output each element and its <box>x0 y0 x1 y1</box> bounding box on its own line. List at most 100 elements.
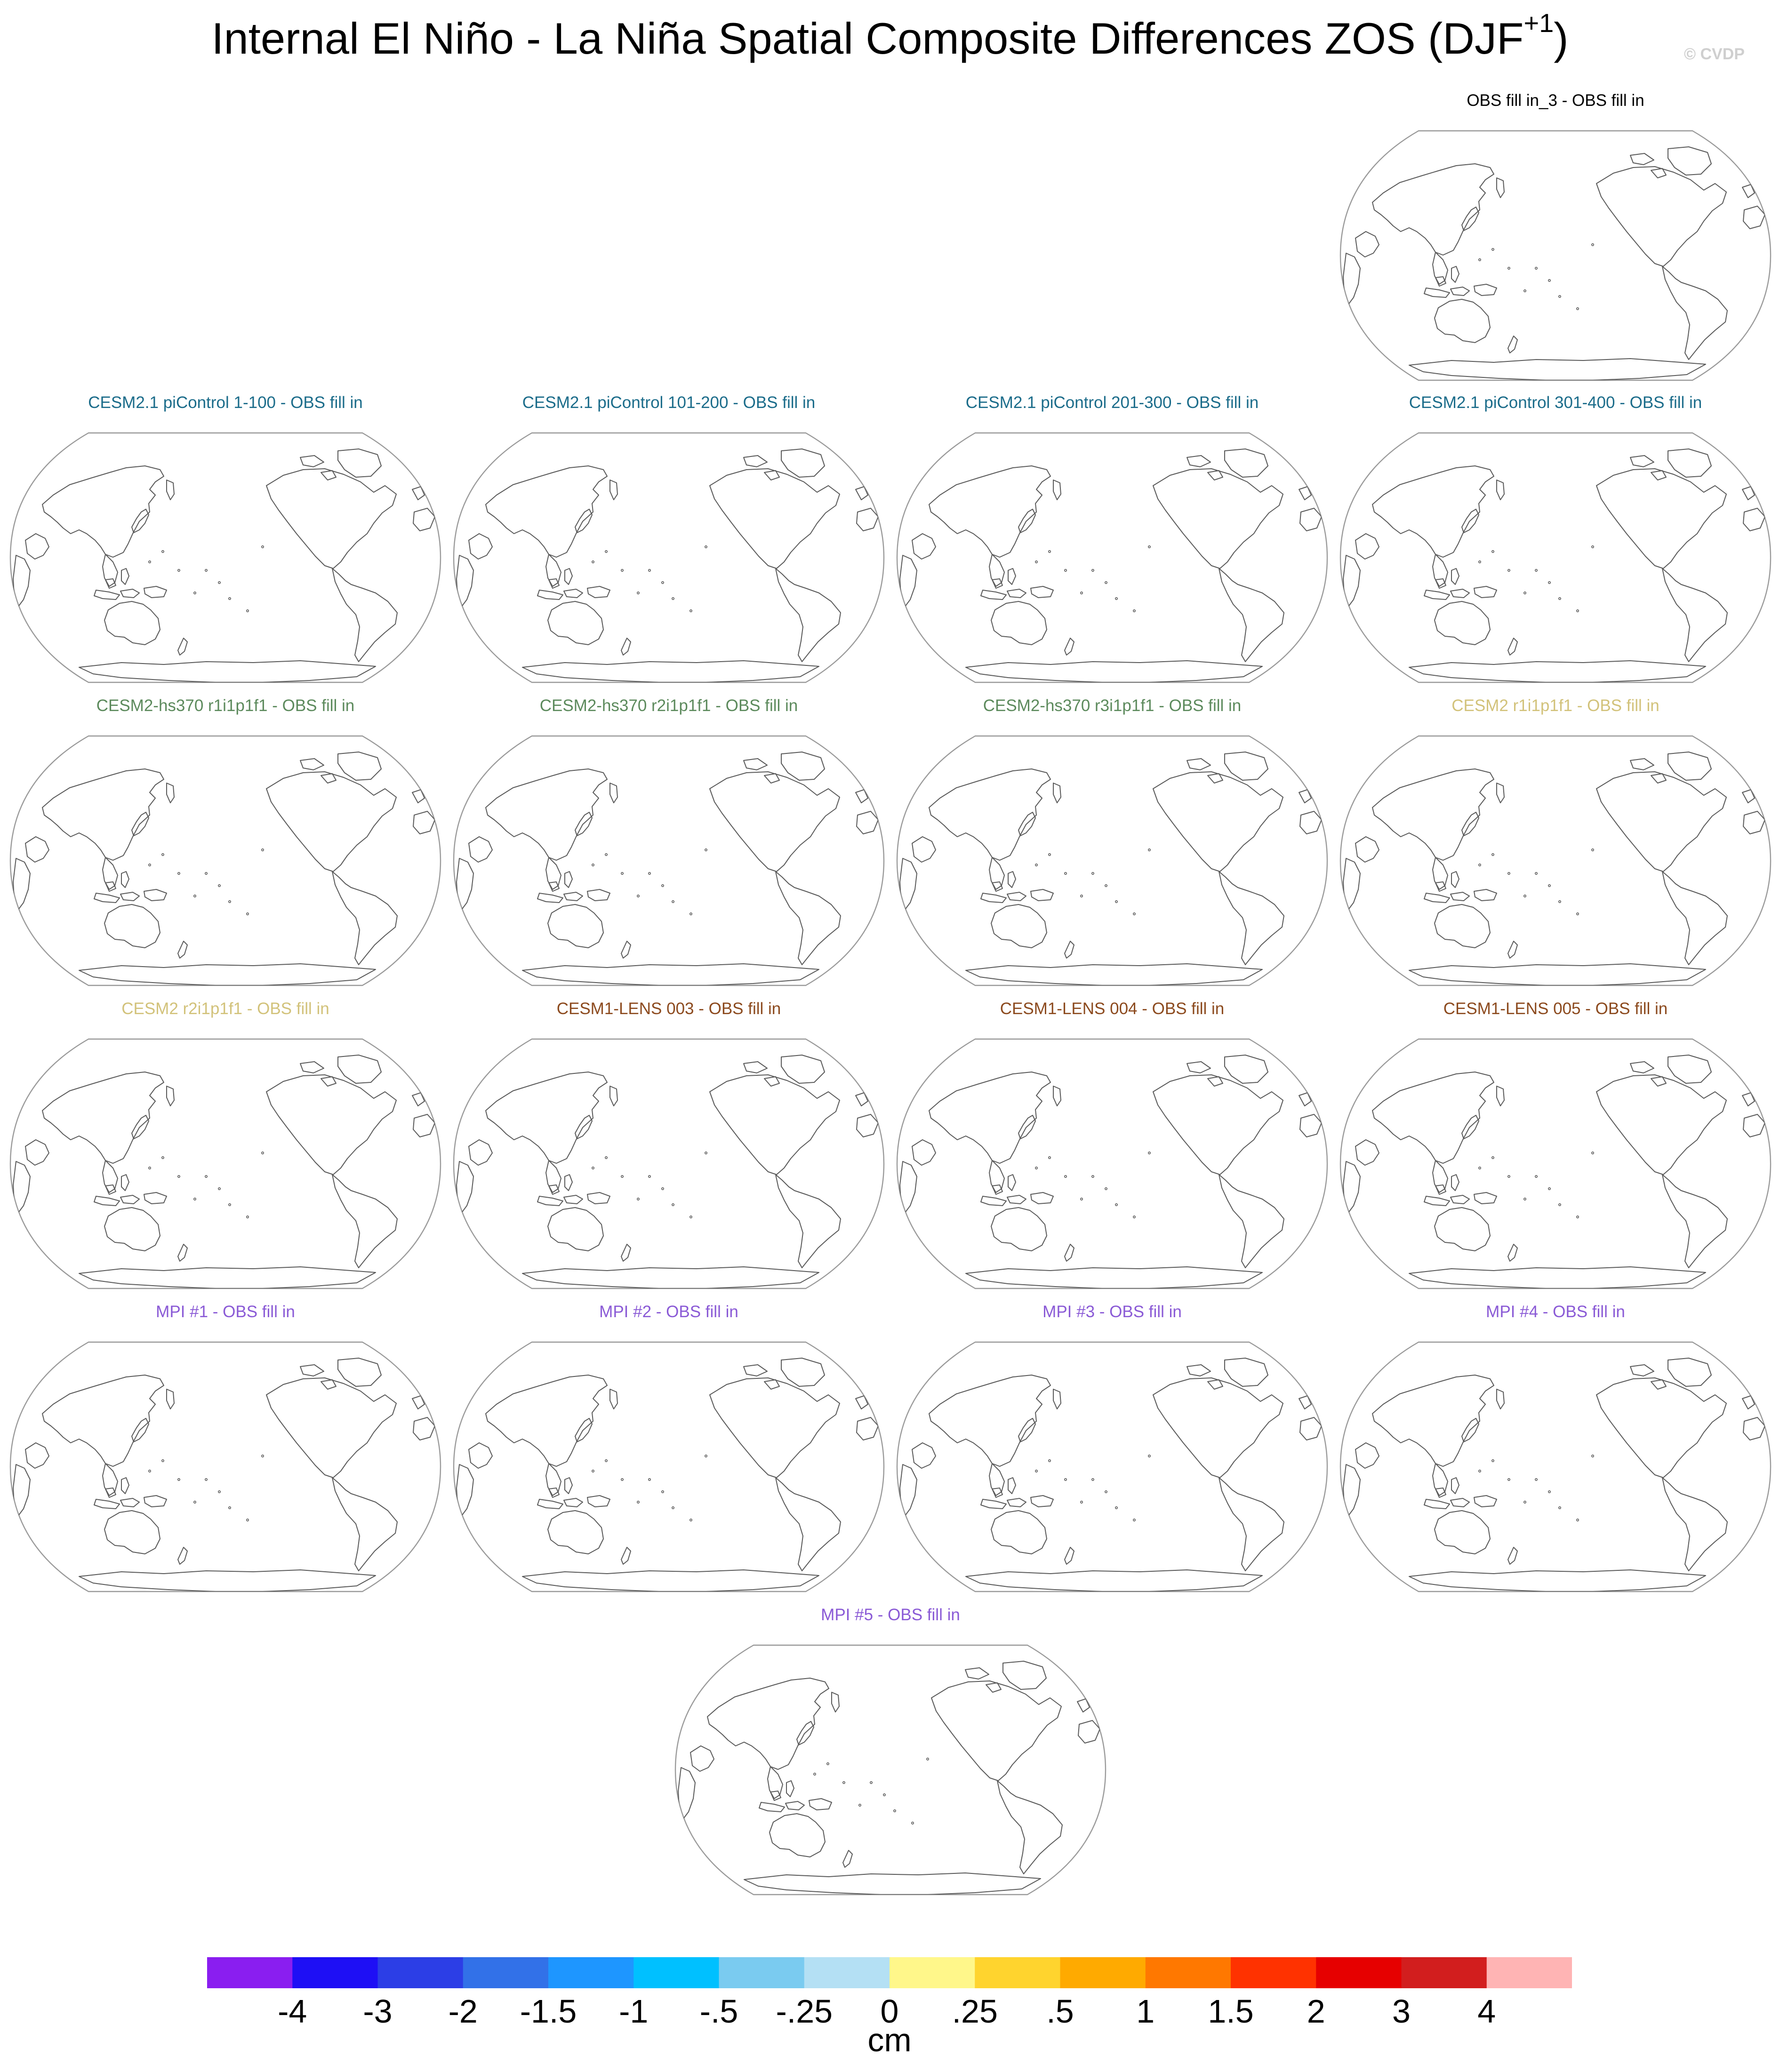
coastline <box>42 1375 164 1467</box>
panel-title: MPI #3 - OBS fill in <box>1042 1303 1182 1321</box>
island <box>1064 1175 1067 1178</box>
coastline <box>144 889 167 901</box>
coastline <box>1355 836 1379 863</box>
island <box>1104 884 1107 887</box>
coastline <box>1219 568 1284 662</box>
world-map <box>896 1341 1328 1592</box>
coastline <box>104 1510 160 1554</box>
island <box>148 863 151 866</box>
island <box>161 853 164 856</box>
colorbar-tick-label: -.25 <box>776 1993 833 2030</box>
coastline <box>131 509 149 533</box>
island <box>1091 1478 1094 1481</box>
coastline <box>899 858 917 911</box>
coastline <box>621 638 631 656</box>
coastline <box>1187 758 1211 770</box>
island <box>1034 560 1038 563</box>
coastline <box>1064 1547 1074 1565</box>
coastline <box>855 486 868 500</box>
coastline <box>965 963 1263 985</box>
coastline <box>1743 206 1765 229</box>
island <box>648 1175 651 1178</box>
island <box>177 872 180 875</box>
panel-title: CESM2-hs370 r2i1p1f1 - OBS fill in <box>539 696 798 715</box>
coastline <box>989 1160 1005 1193</box>
coastline <box>991 1207 1047 1251</box>
coastline <box>986 1682 1002 1693</box>
island <box>604 1156 608 1159</box>
coastline <box>1507 941 1518 959</box>
coastline <box>1224 752 1268 781</box>
island <box>1558 1203 1561 1206</box>
coastline <box>131 1418 149 1442</box>
coastline <box>1474 889 1497 901</box>
island <box>1523 894 1526 897</box>
coastline <box>266 771 397 872</box>
coastline <box>300 1061 324 1073</box>
colorbar-tick-label: -1.5 <box>520 1993 577 2030</box>
island <box>1547 1187 1551 1190</box>
coastline <box>321 470 337 480</box>
coastline <box>104 1207 160 1251</box>
coastline <box>744 1872 1041 1895</box>
coastline <box>855 1092 868 1106</box>
island <box>704 545 707 549</box>
coastline <box>1030 586 1054 598</box>
world-map <box>896 1038 1328 1289</box>
coastline <box>1355 231 1379 257</box>
coastline <box>563 1498 583 1507</box>
coastline <box>300 455 324 467</box>
colorbar-box <box>890 1957 975 1988</box>
coastline <box>899 1161 917 1214</box>
coastline <box>1743 811 1765 834</box>
coastlines <box>456 448 879 682</box>
coastline <box>321 773 337 784</box>
island <box>636 591 640 594</box>
map-panel: CESM2.1 piControl 301-400 - OBS fill in <box>1339 393 1772 686</box>
colorbar-tick-label: -2 <box>448 1993 478 2030</box>
coastline <box>1424 1499 1450 1509</box>
coastline <box>929 1375 1051 1467</box>
coastline <box>1432 1160 1448 1193</box>
coastline <box>1018 509 1036 533</box>
coastline <box>104 601 160 645</box>
island <box>228 900 231 903</box>
island <box>671 1203 674 1206</box>
map-panel: MPI #4 - OBS fill in <box>1339 1303 1772 1595</box>
coastline <box>991 904 1047 948</box>
coastline <box>522 1266 819 1288</box>
coastline <box>989 857 1005 890</box>
coastline <box>1207 1379 1223 1390</box>
coastline <box>929 465 1051 558</box>
coastline <box>1343 555 1361 608</box>
coastline <box>1435 1184 1446 1195</box>
coastline <box>1435 276 1446 287</box>
coastline <box>1742 486 1755 500</box>
island <box>1523 1197 1526 1200</box>
coastline <box>1030 1495 1054 1507</box>
coastline <box>743 1364 768 1376</box>
coastline <box>1053 783 1061 803</box>
coastline <box>1299 508 1322 531</box>
coastline <box>1008 1174 1016 1191</box>
coastline <box>609 1389 618 1409</box>
coastline <box>997 1780 1063 1874</box>
coastline <box>120 892 140 901</box>
coastline <box>25 1139 49 1166</box>
coastline <box>332 871 398 965</box>
colorbar <box>207 1957 1572 1988</box>
island <box>1591 848 1594 852</box>
coastline <box>564 871 573 888</box>
colorbar-box <box>548 1957 634 1988</box>
island <box>689 609 692 612</box>
island <box>261 545 264 549</box>
globe-outline <box>896 432 1328 683</box>
island <box>842 1781 845 1784</box>
coastline <box>1030 1192 1054 1204</box>
coastline <box>1451 568 1459 585</box>
island <box>1080 591 1083 594</box>
colorbar-box <box>463 1957 549 1988</box>
coastline <box>1451 266 1459 283</box>
island <box>246 1215 249 1218</box>
coastline <box>1461 1115 1479 1139</box>
